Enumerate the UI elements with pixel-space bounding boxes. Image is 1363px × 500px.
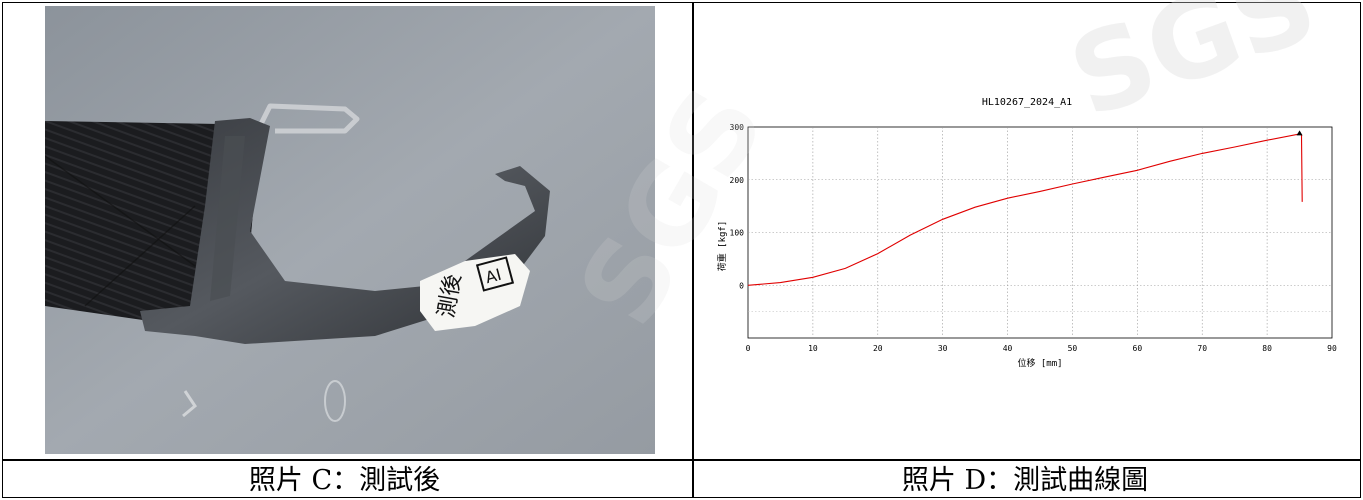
x-tick-label: 20 <box>873 344 883 353</box>
peak-marker <box>1296 130 1303 136</box>
seatbelt-hook-photo: AI 測後 <box>45 6 655 454</box>
x-tick-label: 0 <box>746 344 751 353</box>
x-tick-label: 80 <box>1262 344 1272 353</box>
load-displacement-chart: HL10267_2024_A1 0 10 20 30 40 50 60 70 80 90 0 100 2… <box>716 97 1337 369</box>
x-tick-label: 90 <box>1327 344 1337 353</box>
label-tag-text: AI <box>483 265 503 287</box>
sample-label-tag: AI 測後 <box>420 254 530 331</box>
column-divider <box>692 3 694 497</box>
x-tick-label: 50 <box>1068 344 1078 353</box>
y-axis-label: 荷重 [kgf] <box>716 221 728 272</box>
x-tick-label: 60 <box>1133 344 1143 353</box>
chart-title: HL10267_2024_A1 <box>982 97 1072 108</box>
y-tick-label: 0 <box>739 281 744 290</box>
x-tick-label: 70 <box>1197 344 1207 353</box>
photo-d-test-curve: HL10267_2024_A1 0 10 20 30 40 50 60 70 80 90 0 100 2… <box>695 6 1355 454</box>
caption-photo-d: 照片 D：測試曲線圖 <box>901 464 1149 496</box>
load-curve-series <box>747 133 1303 286</box>
y-tick-label: 300 <box>730 123 745 132</box>
row-divider <box>3 459 1360 461</box>
x-tick-label: 10 <box>808 344 818 353</box>
y-tick-label: 100 <box>730 229 745 238</box>
x-axis-label: 位移 [mm] <box>1017 357 1062 369</box>
photo-c-after-test: AI 測後 <box>45 6 655 454</box>
x-tick-label: 30 <box>938 344 948 353</box>
y-tick-label: 200 <box>730 176 745 185</box>
x-tick-label: 40 <box>1003 344 1013 353</box>
caption-photo-c: 照片 C：測試後 <box>248 464 441 496</box>
